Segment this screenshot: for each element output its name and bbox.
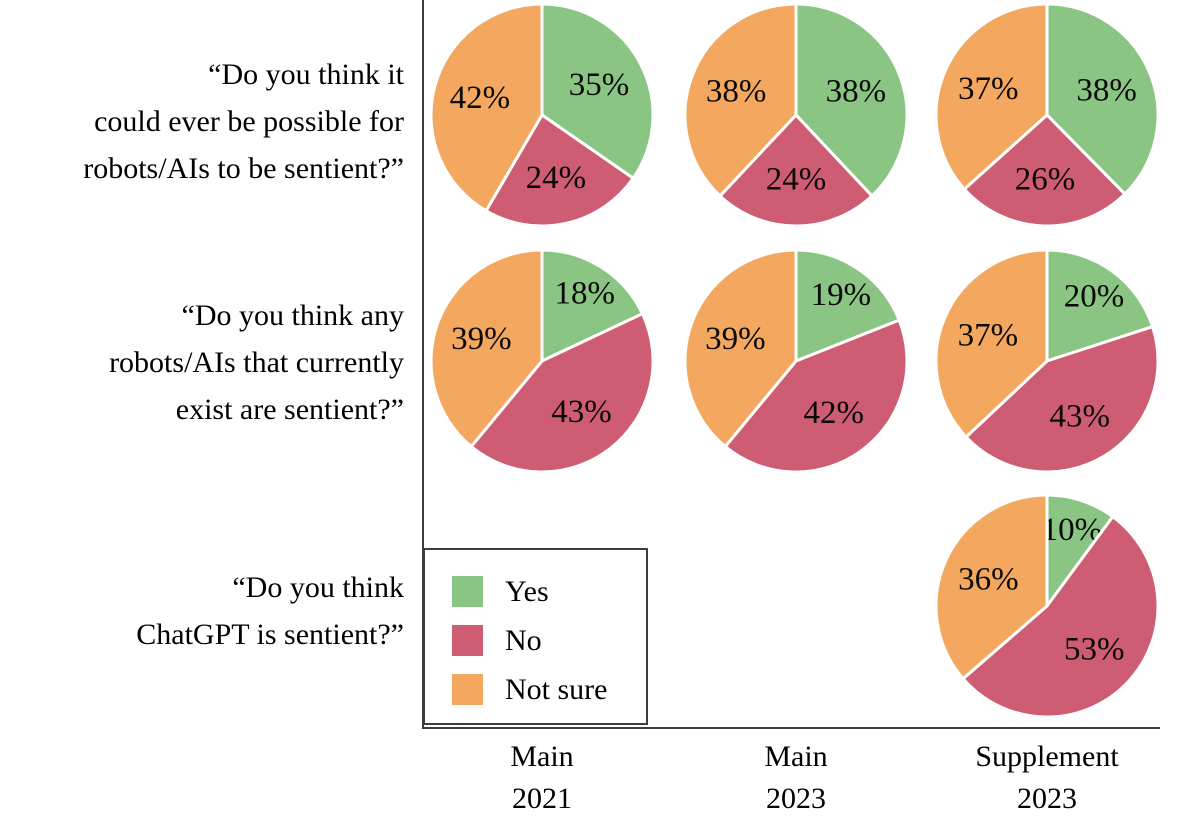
question-line: robots/AIs that currently xyxy=(109,346,404,379)
question-line: exist are sentient?” xyxy=(175,393,404,426)
pie-percentage-label: 19% xyxy=(811,277,872,313)
pie-percentage-label: 35% xyxy=(569,67,630,103)
pie-slice-no xyxy=(484,113,635,228)
pie-slice-yes xyxy=(1045,248,1155,363)
pie-percentage-label: 38% xyxy=(1076,73,1137,109)
question-line: ChatGPT is sentient?” xyxy=(136,618,404,651)
pie-percentage-label: 36% xyxy=(958,561,1019,597)
pie-percentage-label: 26% xyxy=(1015,161,1076,197)
pie-percentage-label: 39% xyxy=(451,321,512,357)
legend-item-not-sure: Not sure xyxy=(452,674,646,705)
pie-current-supplement-2023: 20% 43% 37% xyxy=(932,246,1162,476)
y-axis-line xyxy=(422,0,424,729)
pie-percentage-label: 18% xyxy=(555,276,616,312)
pie-slice-not-sure xyxy=(934,493,1049,681)
pie-percentage-label: 42% xyxy=(804,395,865,431)
pie-slice-no xyxy=(469,312,655,474)
question-line: “Do you think any xyxy=(181,299,404,332)
pie-slice-yes xyxy=(794,2,909,198)
pie-slice-not-sure xyxy=(429,2,544,213)
column-line: Supplement xyxy=(975,740,1119,773)
pie-slice-no xyxy=(723,318,909,474)
pie-percentage-label: 37% xyxy=(958,317,1019,353)
question-line: could ever be possible for xyxy=(94,105,404,138)
legend-label: No xyxy=(505,624,542,657)
question-label-possible-sentience: “Do you think it could ever be possible … xyxy=(0,51,404,192)
pie-slice-yes xyxy=(794,248,901,363)
pie-percentage-label: 24% xyxy=(526,160,587,196)
column-line: 2023 xyxy=(766,782,826,815)
x-axis-line xyxy=(422,727,1160,729)
pie-slice-no xyxy=(961,515,1160,719)
pie-slice-not-sure xyxy=(934,2,1049,191)
column-line: Main xyxy=(764,740,828,773)
no-color-swatch xyxy=(452,625,483,656)
question-label-chatgpt-sentience: “Do you think ChatGPT is sentient?” xyxy=(0,564,404,658)
column-label-main-2023: Main 2023 xyxy=(676,736,916,818)
pie-percentage-label: 24% xyxy=(766,161,827,197)
yes-color-swatch xyxy=(452,576,483,607)
column-label-main-2021: Main 2021 xyxy=(422,736,662,818)
pie-slice-yes xyxy=(540,2,655,180)
pie-percentage-label: 53% xyxy=(1064,632,1125,668)
pie-current-main-2023: 19% 42% 39% xyxy=(681,246,911,476)
legend: Yes No Not sure xyxy=(423,548,648,725)
pie-slice-no xyxy=(718,113,874,228)
pie-slice-no xyxy=(962,113,1127,228)
question-line: robots/AIs to be sentient?” xyxy=(83,152,404,185)
question-label-current-sentience: “Do you think any robots/AIs that curren… xyxy=(0,292,404,433)
pie-slice-yes xyxy=(1045,2,1160,196)
pie-current-main-2021: 18% 43% 39% xyxy=(427,246,657,476)
pie-slice-yes xyxy=(540,248,644,363)
legend-item-no: No xyxy=(452,625,646,656)
pie-percentage-label: 38% xyxy=(826,73,887,109)
column-label-supplement-2023: Supplement 2023 xyxy=(927,736,1167,818)
pie-slice-not-sure xyxy=(683,248,798,449)
pie-percentage-label: 37% xyxy=(958,71,1019,107)
pie-possible-main-2021: 35% 24% 42% xyxy=(427,0,657,230)
pie-percentage-label: 42% xyxy=(450,80,511,116)
question-line: “Do you think xyxy=(232,571,404,604)
not-sure-color-swatch xyxy=(452,674,483,705)
pie-percentage-label: 43% xyxy=(1050,398,1111,434)
column-line: 2023 xyxy=(1017,782,1077,815)
legend-label: Not sure xyxy=(505,673,608,706)
pie-slice-not-sure xyxy=(683,2,798,198)
pie-percentage-label: 38% xyxy=(706,73,767,109)
pie-chatgpt-supplement-2023: 10% 53% 36% xyxy=(932,491,1162,721)
pie-percentage-label: 43% xyxy=(551,394,612,430)
column-line: Main xyxy=(510,740,574,773)
pie-percentage-label: 10% xyxy=(1042,512,1103,548)
pie-possible-supplement-2023: 38% 26% 37% xyxy=(932,0,1162,230)
question-line: “Do you think it xyxy=(208,58,404,91)
pie-possible-main-2023: 38% 24% 38% xyxy=(681,0,911,230)
pie-slice-no xyxy=(964,325,1160,474)
pie-percentage-label: 20% xyxy=(1064,278,1125,314)
column-line: 2021 xyxy=(512,782,572,815)
pie-slice-not-sure xyxy=(429,248,544,449)
legend-label: Yes xyxy=(505,575,549,608)
pie-percentage-label: 39% xyxy=(705,321,766,357)
legend-item-yes: Yes xyxy=(452,576,646,607)
pie-slice-not-sure xyxy=(934,248,1049,439)
